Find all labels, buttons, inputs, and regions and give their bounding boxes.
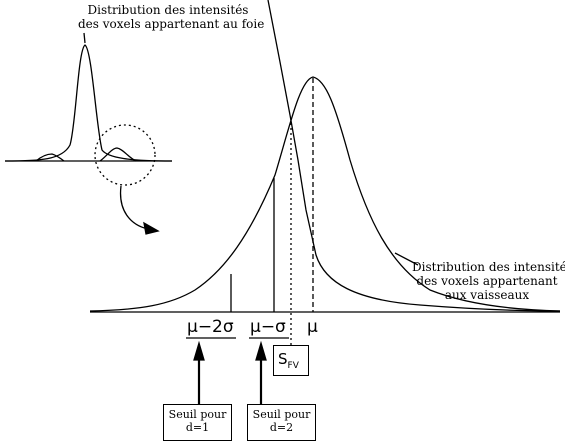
liver-distribution-label: Distribution des intensités des voxels a…: [78, 3, 265, 31]
vessel-label-line-3: aux vaisseaux: [444, 288, 530, 302]
arrow-d1-head: [193, 340, 205, 361]
sfv-label: SFV: [273, 345, 309, 376]
zoom-arrow: [119, 185, 149, 230]
sfv-main: S: [278, 350, 288, 368]
liver-distribution-curve: [267, 0, 561, 312]
threshold-box-d2-line-1: Seuil pour: [252, 408, 311, 421]
vessel-label-line-2: des voxels appartenant: [416, 274, 558, 288]
liver-label-leader: [83, 32, 86, 44]
inset-liver-curve: [4, 44, 173, 162]
inset-small-bump-right: [99, 147, 137, 162]
mu-minus-sigma-label: μ−σ: [250, 317, 286, 337]
threshold-box-d1-line-2: d=1: [185, 421, 210, 434]
inset-small-bump-left: [35, 153, 65, 162]
mu-label: μ: [307, 317, 318, 337]
arrow-d2-head: [255, 340, 267, 361]
mu-minus-2sigma-label: μ−2σ: [187, 317, 234, 337]
vessel-label-leader: [394, 252, 419, 266]
threshold-box-d2-line-2: d=2: [269, 421, 294, 434]
liver-label-line-2: des voxels appartenant au foie: [78, 17, 265, 31]
liver-label-line-1: Distribution des intensités: [87, 3, 249, 17]
threshold-box-d1-line-1: Seuil pour: [168, 408, 227, 421]
vessel-distribution-curve: [89, 76, 561, 312]
vessel-distribution-label: Distribution des intensités des voxels a…: [412, 260, 565, 302]
zoom-arrowhead: [143, 221, 160, 235]
zoom-circle: [94, 124, 156, 186]
sfv-sub: FV: [287, 361, 299, 371]
threshold-box-d2: Seuil pour d=2: [247, 404, 316, 441]
vessel-label-line-1: Distribution des intensités: [412, 260, 565, 274]
threshold-box-d1: Seuil pour d=1: [163, 404, 232, 441]
